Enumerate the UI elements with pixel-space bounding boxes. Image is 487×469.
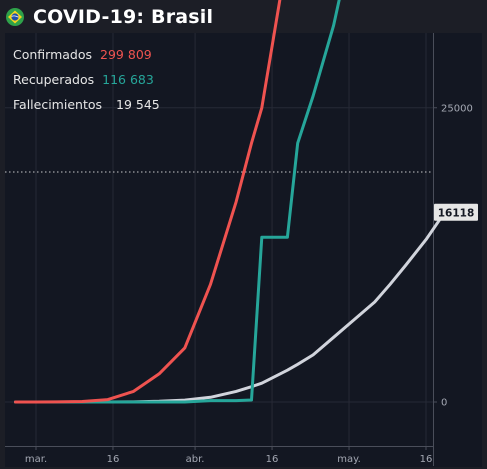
chart-legend: Confirmados 299 809 Recuperados 116 683 Fa… [13, 42, 160, 117]
x-tick-label: 16 [266, 454, 279, 465]
x-tick-label: 16 [420, 454, 433, 465]
series-line-fallecimientos [16, 212, 452, 402]
legend-value: 299 809 [100, 47, 152, 62]
legend-label: Fallecimientos [13, 97, 102, 112]
legend-label: Confirmados [13, 47, 92, 62]
x-tick-label: abr. [186, 454, 205, 465]
x-tick-label: 16 [107, 454, 120, 465]
y-tick-label: 0 [441, 398, 447, 409]
legend-item-confirmados: Confirmados 299 809 [13, 42, 160, 67]
y-tick-label: 25000 [441, 103, 473, 114]
legend-label: Recuperados [13, 72, 94, 87]
legend-value: 19 545 [116, 97, 160, 112]
legend-item-fallecimientos: Fallecimientos 19 545 [13, 92, 160, 117]
x-tick-label: may. [337, 454, 361, 465]
last-value-label: 16118 [438, 207, 475, 219]
legend-item-recuperados: Recuperados 116 683 [13, 67, 160, 92]
legend-value: 116 683 [102, 72, 154, 87]
x-tick-label: mar. [25, 454, 47, 465]
